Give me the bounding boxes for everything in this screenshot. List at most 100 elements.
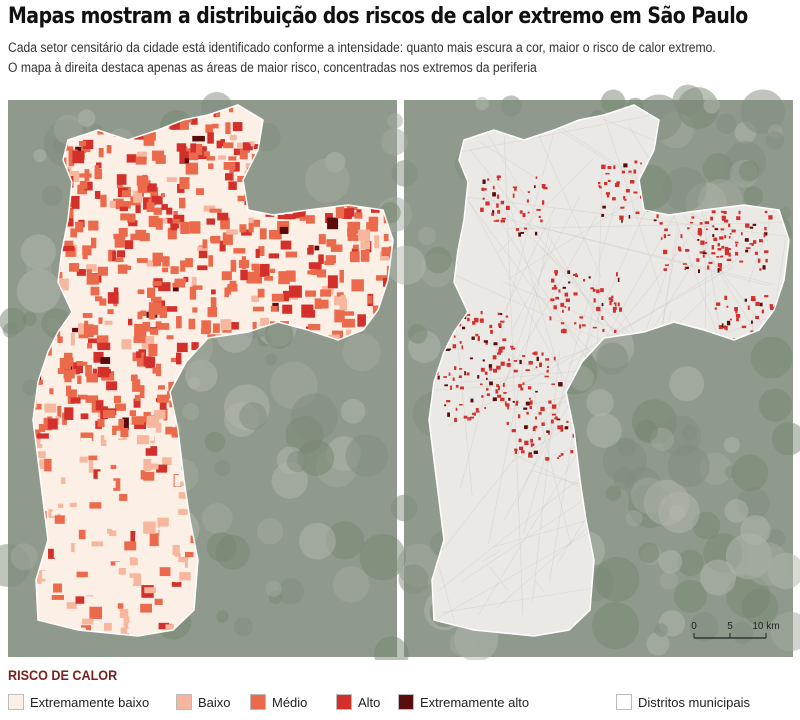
sector (68, 154, 75, 167)
sector (119, 609, 129, 619)
sector (183, 582, 195, 593)
high-risk-sector (489, 381, 493, 386)
sector (130, 374, 138, 382)
high-risk-sector (754, 251, 758, 255)
high-risk-sector (711, 252, 716, 255)
sector (178, 509, 188, 515)
sector (144, 587, 156, 594)
terrain-patch (206, 532, 237, 563)
terrain-patch (658, 549, 683, 574)
sector (140, 485, 152, 492)
sector (123, 616, 130, 629)
sector (225, 122, 231, 135)
high-risk-sector (699, 251, 704, 254)
high-risk-sector (764, 226, 767, 231)
sector (347, 227, 357, 237)
sector (113, 575, 125, 585)
high-risk-sector (489, 367, 493, 371)
district-line (501, 241, 552, 395)
sector (254, 267, 260, 275)
district-line (481, 550, 501, 562)
sector (166, 207, 173, 215)
sector (178, 552, 189, 563)
sector (47, 418, 58, 430)
sector (318, 234, 326, 245)
high-risk-sector (513, 369, 518, 373)
high-risk-sector (720, 228, 725, 231)
high-risk-sector (467, 317, 470, 322)
sector (203, 205, 216, 212)
sector (142, 442, 151, 449)
sector (159, 576, 172, 590)
sector (152, 252, 163, 262)
terrain-patch (264, 320, 294, 349)
high-risk-sector (533, 425, 538, 429)
sector (222, 232, 233, 245)
sector (38, 424, 46, 437)
high-risk-sector (640, 162, 642, 165)
terrain-patch (662, 167, 707, 212)
high-risk-sector (512, 186, 518, 189)
sector (121, 339, 132, 350)
sector (70, 332, 75, 346)
sector (339, 298, 348, 311)
sector (345, 329, 352, 336)
sector (77, 375, 82, 384)
sector (94, 190, 101, 199)
high-risk-sector (470, 398, 474, 403)
sector (126, 154, 137, 163)
sector (165, 217, 173, 224)
sector (160, 193, 165, 198)
sector (63, 369, 75, 379)
sector (326, 239, 337, 247)
sector (174, 278, 187, 284)
sector (136, 435, 150, 445)
high-risk-sector (755, 301, 760, 306)
high-risk-sector (500, 320, 505, 323)
sector (366, 222, 378, 232)
sector (83, 483, 89, 490)
high-risk-sector (497, 177, 500, 181)
high-risk-sector (515, 401, 518, 406)
high-risk-sector (555, 416, 558, 418)
sector (134, 422, 147, 429)
sector (170, 437, 183, 449)
sector (115, 257, 124, 263)
sector (306, 215, 315, 224)
legend-swatch (176, 694, 192, 710)
high-risk-sector (682, 263, 687, 265)
terrain-patch (26, 256, 52, 282)
terrain-patch (345, 434, 388, 477)
sector (33, 437, 43, 449)
sector (115, 561, 128, 568)
high-risk-sector (602, 328, 605, 333)
sector (165, 426, 173, 435)
sector (90, 493, 103, 505)
terrain-patch (202, 503, 233, 534)
sector (78, 529, 86, 540)
terrain-patch (22, 311, 37, 326)
terrain-patch (417, 226, 436, 245)
terrain-patch (677, 549, 704, 577)
sector (149, 533, 159, 547)
high-risk-sector (596, 289, 600, 294)
district-line (507, 221, 789, 230)
legend-item: Baixo (176, 694, 231, 710)
sector (381, 247, 392, 257)
high-risk-sector (554, 272, 558, 276)
sector (251, 295, 260, 303)
high-risk-sector (602, 205, 606, 209)
high-risk-sector (485, 340, 488, 345)
high-risk-sector (739, 260, 744, 263)
high-risk-sector (717, 263, 723, 268)
sector (282, 290, 289, 302)
high-risk-sector (522, 355, 526, 357)
legend-label: Extremamente baixo (30, 694, 150, 710)
high-risk-sector (541, 200, 545, 205)
sector (82, 245, 92, 256)
high-risk-sector (535, 366, 538, 369)
high-risk-sector (712, 225, 715, 228)
terrain-patch (373, 636, 409, 660)
high-risk-sector (572, 433, 575, 438)
sector (130, 626, 141, 633)
